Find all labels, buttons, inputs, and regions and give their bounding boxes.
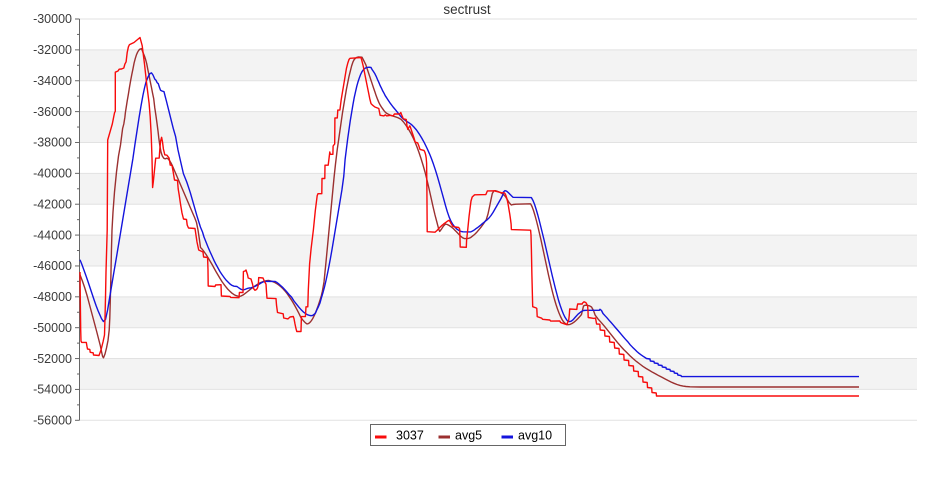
svg-text:-30000: -30000	[33, 12, 72, 26]
svg-text:-40000: -40000	[33, 167, 72, 181]
svg-text:sectrust: sectrust	[443, 2, 491, 17]
svg-text:-34000: -34000	[33, 74, 72, 88]
svg-text:-44000: -44000	[33, 228, 72, 242]
svg-text:avg10: avg10	[518, 429, 552, 443]
svg-text:-56000: -56000	[33, 414, 72, 428]
svg-text:-54000: -54000	[33, 383, 72, 397]
svg-text:3037: 3037	[396, 429, 424, 443]
svg-text:-38000: -38000	[33, 136, 72, 150]
svg-text:-52000: -52000	[33, 352, 72, 366]
svg-text:-48000: -48000	[33, 290, 72, 304]
svg-text:-32000: -32000	[33, 43, 72, 57]
svg-text:avg5: avg5	[455, 429, 482, 443]
svg-text:-42000: -42000	[33, 197, 72, 211]
svg-text:-36000: -36000	[33, 105, 72, 119]
svg-text:-46000: -46000	[33, 259, 72, 273]
svg-text:-50000: -50000	[33, 321, 72, 335]
